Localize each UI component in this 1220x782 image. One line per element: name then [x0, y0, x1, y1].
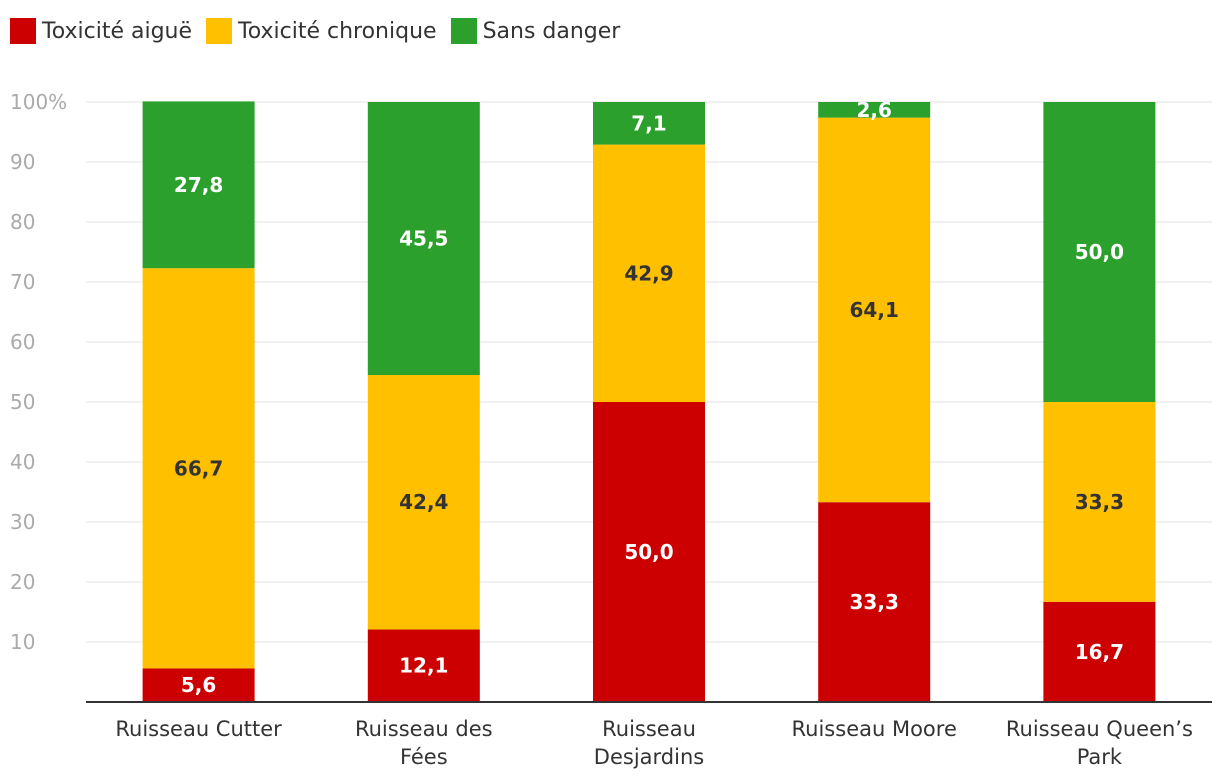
x-category-label: Ruisseau Queen’s Park — [1006, 717, 1193, 769]
data-label: 50,0 — [624, 540, 673, 564]
x-category-label: Ruisseau des Fées — [355, 717, 493, 769]
y-tick-label: 80 — [10, 210, 35, 234]
data-label: 7,1 — [631, 111, 666, 135]
legend: Toxicité aiguë Toxicité chronique Sans d… — [10, 16, 634, 46]
data-label: 5,6 — [181, 673, 216, 697]
data-label: 33,3 — [1075, 490, 1124, 514]
y-tick-label: 100% — [10, 90, 67, 114]
bar-segment — [1043, 402, 1156, 602]
data-label: 33,3 — [850, 590, 899, 614]
data-label: 27,8 — [174, 173, 223, 197]
bar-segment — [142, 101, 255, 269]
x-category-label: Ruisseau Moore — [792, 717, 957, 741]
legend-swatch-green — [450, 18, 477, 44]
x-category-label: Ruisseau Cutter — [115, 717, 282, 741]
bar-segment — [367, 629, 480, 702]
y-tick-label: 90 — [10, 150, 35, 174]
bar-segment — [1043, 102, 1156, 402]
y-tick-label: 60 — [10, 330, 35, 354]
legend-swatch-red — [10, 18, 36, 44]
bar-segment — [818, 102, 931, 118]
bar-segment — [593, 144, 705, 402]
bar-segment — [818, 502, 931, 702]
data-label: 50,0 — [1075, 240, 1124, 264]
y-tick-label: 30 — [10, 510, 35, 534]
y-tick-label: 40 — [10, 450, 35, 474]
bar-segment — [593, 402, 705, 702]
bar-segment — [593, 102, 705, 145]
data-label: 12,1 — [399, 654, 448, 678]
bar-segment — [1043, 601, 1156, 702]
data-label: 42,4 — [399, 490, 448, 514]
x-category-label: Ruisseau Desjardins — [594, 717, 704, 769]
legend-label: Sans danger — [482, 18, 621, 44]
legend-swatch-yellow — [206, 18, 233, 44]
data-label: 2,6 — [856, 98, 891, 122]
bar-segment — [142, 668, 255, 702]
bar-segment — [818, 117, 931, 503]
data-label: 45,5 — [399, 227, 448, 251]
data-label: 16,7 — [1075, 640, 1124, 664]
y-tick-label: 50 — [10, 390, 35, 414]
bar-segment — [142, 268, 255, 669]
bar-segment — [367, 102, 480, 375]
legend-label: Toxicité chronique — [238, 18, 437, 44]
legend-label: Toxicité aiguë — [42, 18, 193, 44]
data-label: 64,1 — [850, 298, 899, 322]
bar-segment — [367, 375, 480, 630]
y-tick-label: 10 — [10, 630, 35, 654]
data-label: 66,7 — [174, 456, 223, 480]
legend-item-toxicite-chronique[interactable]: Toxicité chronique — [206, 18, 437, 44]
legend-item-toxicite-aigue[interactable]: Toxicité aiguë — [10, 18, 192, 44]
data-label: 42,9 — [624, 261, 673, 285]
y-tick-label: 70 — [10, 270, 35, 294]
legend-item-sans-danger[interactable]: Sans danger — [450, 18, 621, 44]
y-tick-label: 20 — [10, 570, 35, 594]
